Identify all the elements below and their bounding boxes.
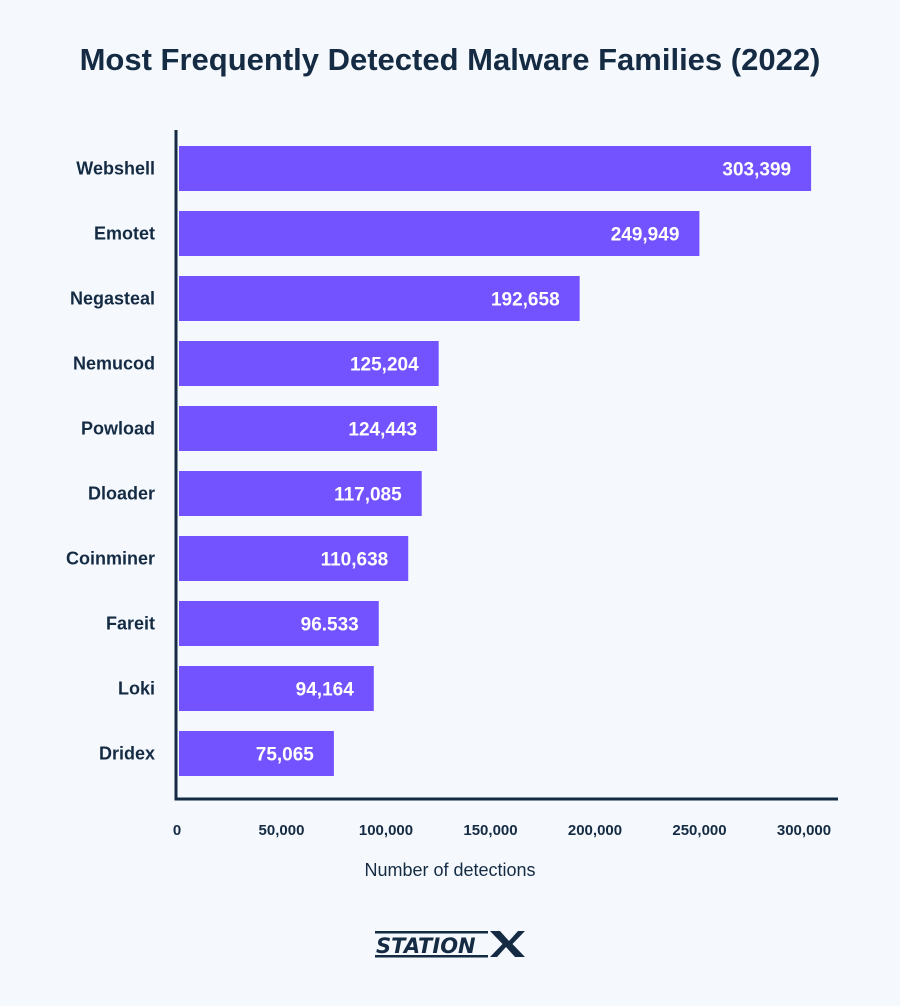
x-tick-label: 300,000: [777, 822, 831, 839]
bar-nemucod: [179, 341, 439, 386]
bar-fareit: [179, 601, 379, 646]
x-tick-label: 50,000: [259, 822, 305, 839]
bar-loki: [179, 666, 374, 711]
value-label: 110,638: [321, 550, 389, 571]
bar-webshell: [179, 146, 812, 191]
stationx-logo: STATION: [375, 931, 525, 958]
value-label: 75,065: [256, 745, 315, 766]
category-label: Powload: [81, 419, 155, 439]
bar-powload: [179, 406, 438, 451]
category-label: Fareit: [106, 614, 155, 634]
bar-negasteal: [179, 276, 580, 321]
category-label: Loki: [118, 679, 155, 699]
bar-emotet: [179, 211, 700, 256]
category-label: Emotet: [94, 224, 155, 244]
x-tick-label: 200,000: [568, 822, 622, 839]
bar-dridex: [179, 731, 334, 776]
value-label: 192,658: [491, 290, 560, 311]
value-label: 125,204: [350, 355, 419, 376]
category-label: Nemucod: [73, 354, 155, 374]
value-label: 249,949: [611, 225, 680, 246]
value-label: 117,085: [334, 485, 402, 506]
category-label: Webshell: [76, 159, 155, 179]
svg-text:STATION: STATION: [376, 934, 476, 958]
category-label: Dridex: [99, 744, 155, 764]
x-tick-label: 100,000: [359, 822, 413, 839]
category-label: Dloader: [88, 484, 155, 504]
x-axis-title: Number of detections: [364, 860, 536, 880]
value-label: 124,443: [348, 420, 417, 441]
category-label: Negasteal: [70, 289, 155, 309]
x-tick-label: 150,000: [463, 822, 517, 839]
bar-dloader: [179, 471, 422, 516]
category-label: Coinminer: [66, 549, 155, 569]
value-label: 303,399: [722, 160, 791, 181]
value-label: 94,164: [296, 680, 355, 701]
x-tick-label: 250,000: [672, 822, 726, 839]
chart-title: Most Frequently Detected Malware Familie…: [79, 42, 821, 77]
x-tick-label: 0: [173, 822, 181, 839]
value-label: 96.533: [301, 615, 359, 636]
bar-coinminer: [179, 536, 409, 581]
